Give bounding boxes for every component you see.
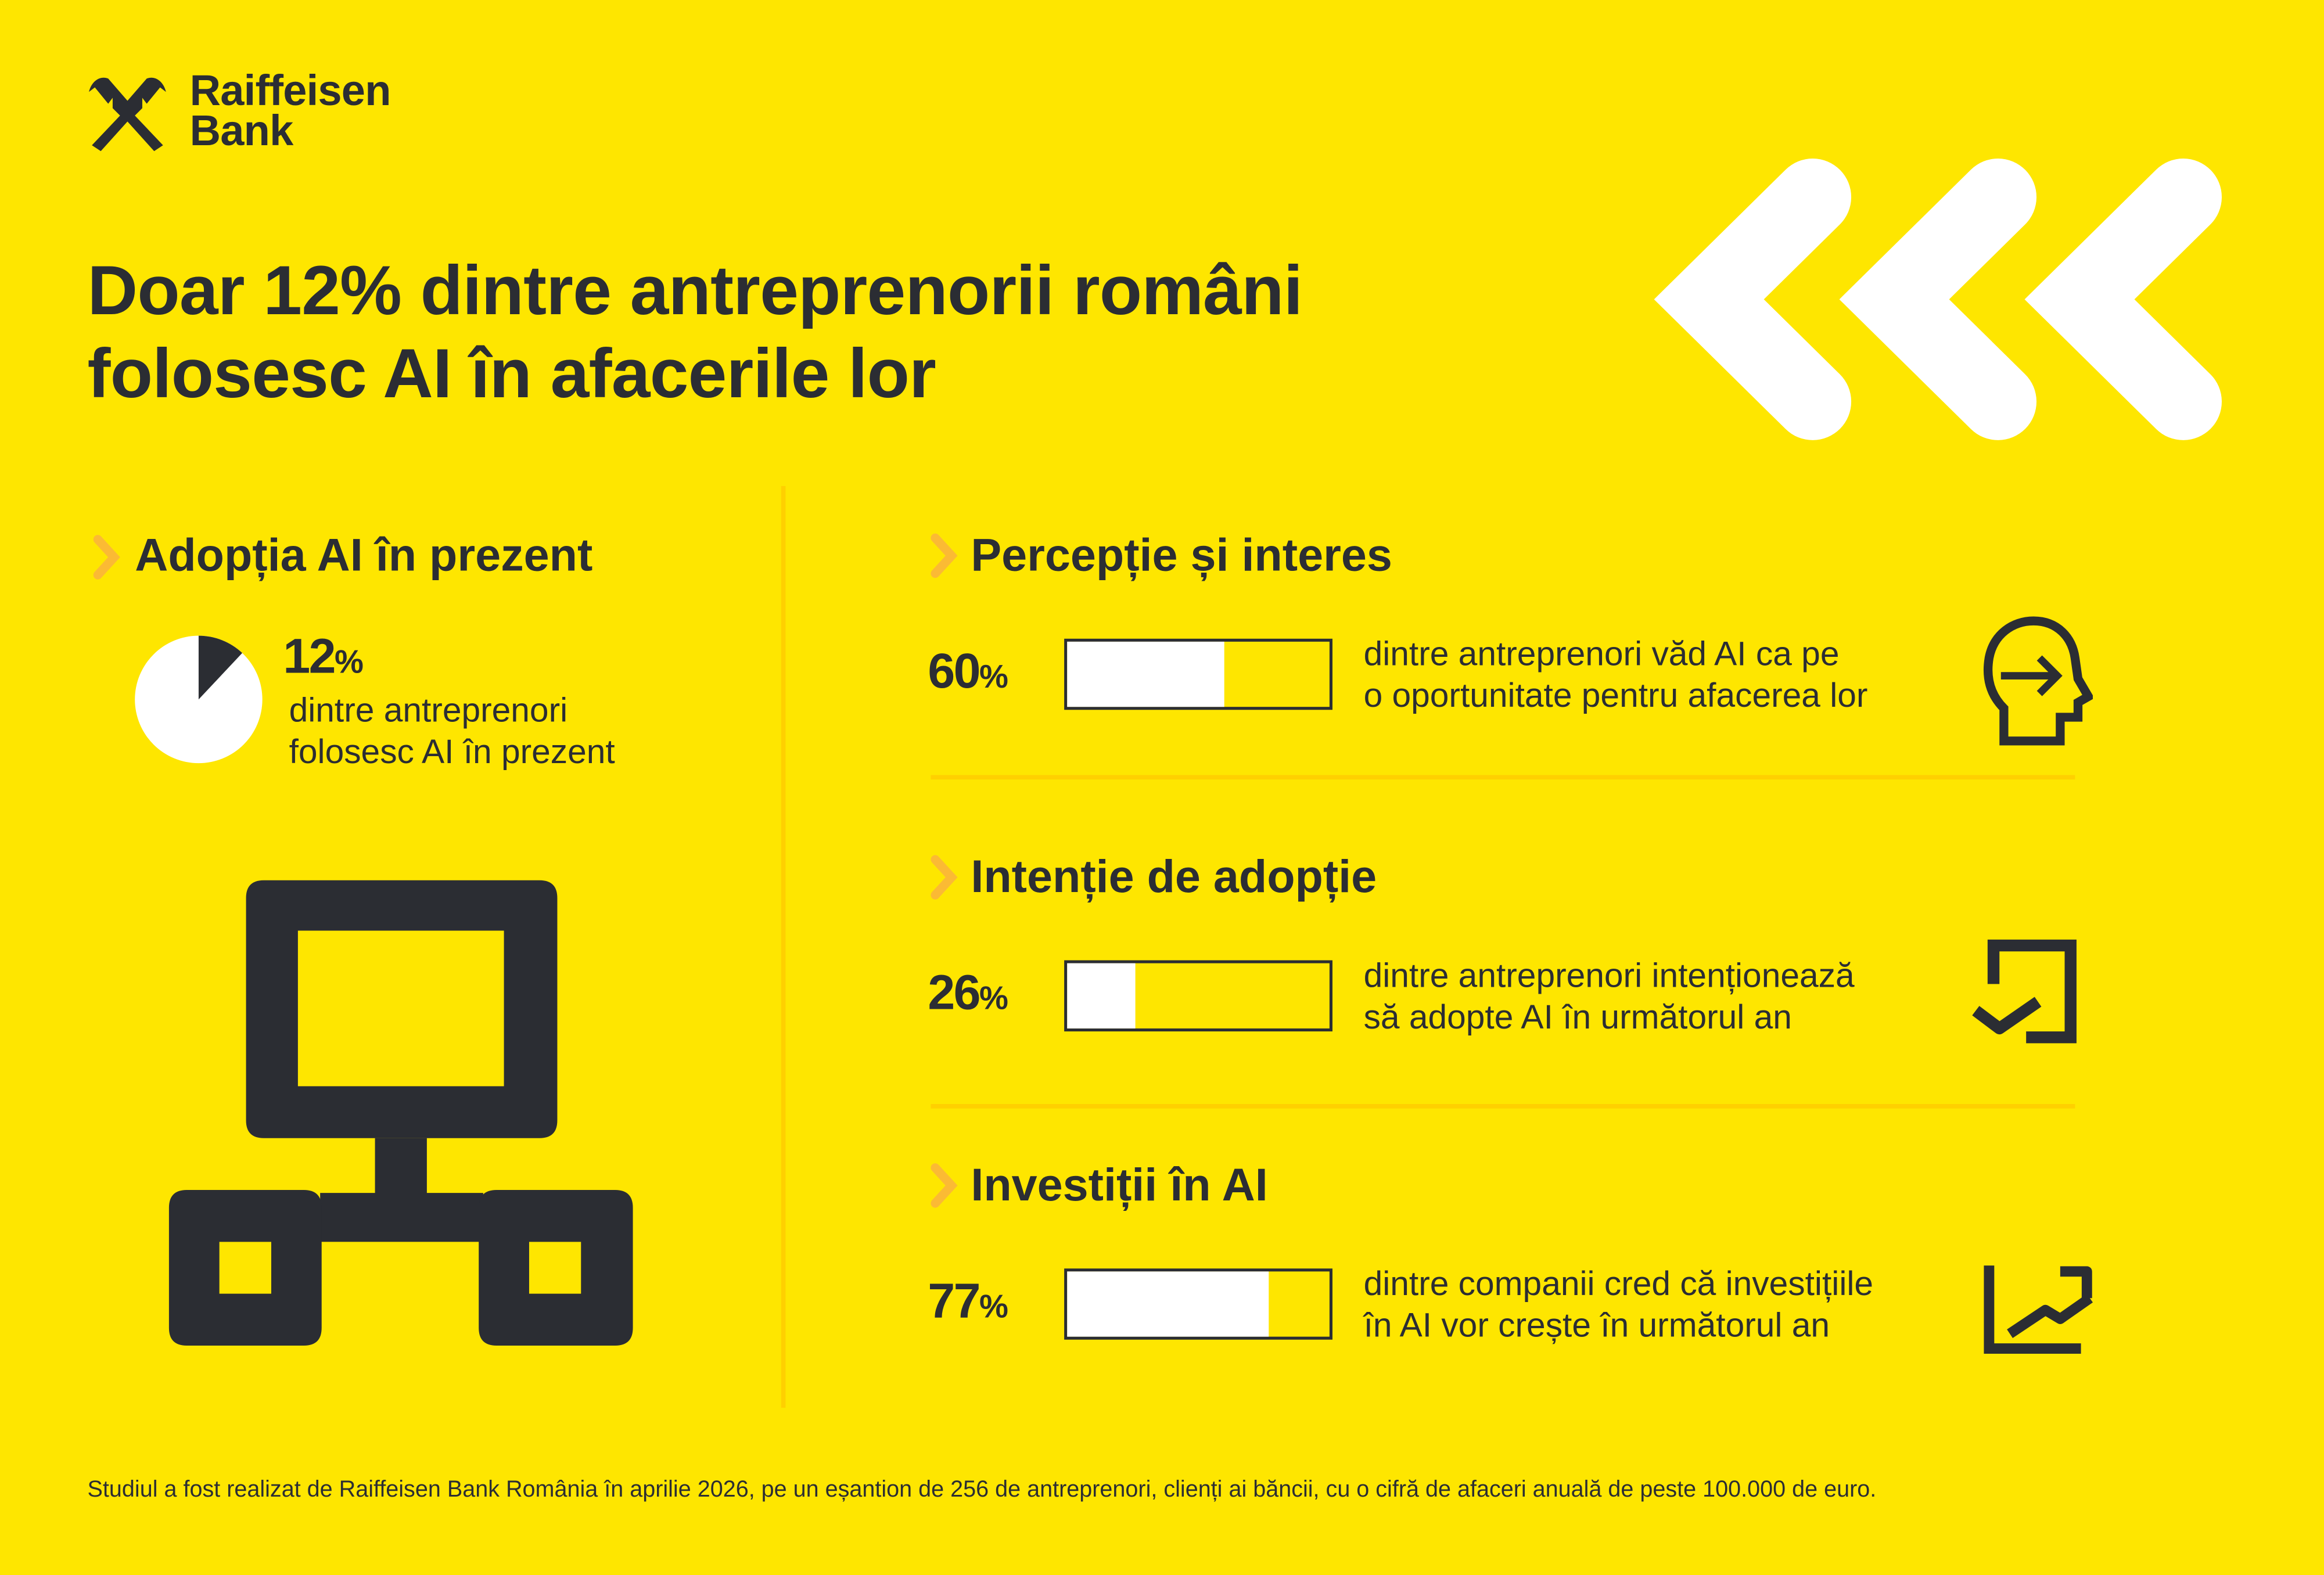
progress-bar-fill bbox=[1067, 1271, 1269, 1337]
vertical-divider bbox=[781, 486, 786, 1408]
stat-unit: % bbox=[979, 979, 1008, 1017]
desc-line2: în AI vor crește în următorul an bbox=[1363, 1306, 1830, 1344]
progress-bar bbox=[1064, 638, 1332, 710]
section-description: dintre antreprenori văd AI ca pe o oport… bbox=[1364, 633, 1868, 716]
desc-line2: să adopte AI în următorul an bbox=[1363, 997, 1792, 1036]
stat-unit: % bbox=[334, 643, 364, 681]
section-divider bbox=[931, 1104, 2075, 1109]
desc-line2: folosesc AI în prezent bbox=[289, 732, 615, 771]
desc-line1: dintre companii cred că investițiile bbox=[1363, 1264, 1874, 1303]
checkbox-check-icon bbox=[1970, 939, 2079, 1057]
title-line1: Doar 12% dintre antreprenorii români bbox=[87, 250, 1303, 329]
chevron-right-icon bbox=[931, 855, 958, 900]
adoption-stat: 12% bbox=[283, 628, 364, 689]
desc-line2: o oportunitate pentru afacerea lor bbox=[1363, 675, 1868, 714]
section-divider bbox=[931, 775, 2075, 780]
desc-line1: dintre antreprenori văd AI ca pe bbox=[1363, 634, 1840, 673]
stat-value: 77 bbox=[928, 1272, 980, 1328]
pie-chart bbox=[135, 635, 263, 764]
section-heading: Investiții în AI bbox=[971, 1159, 1268, 1211]
section-stat: 60% bbox=[928, 643, 1008, 704]
stat-unit: % bbox=[979, 657, 1008, 695]
decorative-chevrons-icon bbox=[1654, 159, 2222, 440]
section-description: dintre antreprenori intenționează să ado… bbox=[1364, 954, 1855, 1037]
desc-line1: dintre antreprenori intenționează bbox=[1363, 955, 1855, 995]
progress-bar-fill bbox=[1067, 641, 1225, 707]
pie-slice-adoption bbox=[198, 635, 243, 700]
section-description: dintre companii cred că investițiile în … bbox=[1364, 1263, 1874, 1346]
stat-value: 26 bbox=[928, 965, 980, 1020]
chevron-right-icon bbox=[931, 533, 958, 578]
brand-line2: Bank bbox=[189, 108, 294, 156]
pie-remainder bbox=[135, 635, 263, 764]
stat-value: 12 bbox=[283, 628, 336, 684]
section-heading: Percepție și interes bbox=[971, 528, 1392, 581]
title-line2: folosesc AI în afacerile lor bbox=[87, 333, 936, 412]
brand-name: Raiffeisen Bank bbox=[189, 68, 391, 156]
progress-bar bbox=[1064, 960, 1332, 1031]
progress-bar-fill bbox=[1067, 963, 1136, 1029]
stat-unit: % bbox=[979, 1288, 1008, 1325]
desc-line1: dintre antreprenori bbox=[289, 691, 568, 729]
raiffeisen-logo-icon bbox=[89, 77, 166, 152]
progress-bar bbox=[1064, 1268, 1332, 1340]
section-stat: 26% bbox=[928, 965, 1008, 1026]
section-heading: Intenție de adopție bbox=[971, 850, 1377, 902]
section-heading-adoption: Adopția AI în prezent bbox=[135, 528, 593, 581]
trend-up-chart-icon bbox=[1983, 1263, 2093, 1365]
brand-line1: Raiffeisen bbox=[189, 68, 391, 116]
network-diagram-icon bbox=[168, 880, 633, 1346]
adoption-description: dintre antreprenori folosesc AI în preze… bbox=[289, 689, 615, 772]
chevron-right-icon bbox=[93, 535, 120, 580]
head-arrow-icon bbox=[1983, 616, 2095, 754]
section-stat: 77% bbox=[928, 1274, 1008, 1333]
chevron-right-icon bbox=[931, 1163, 958, 1208]
stat-value: 60 bbox=[928, 643, 980, 698]
footnote: Studiul a fost realizat de Raiffeisen Ba… bbox=[87, 1477, 1877, 1503]
page-title: Doar 12% dintre antreprenorii români fol… bbox=[88, 249, 1303, 415]
